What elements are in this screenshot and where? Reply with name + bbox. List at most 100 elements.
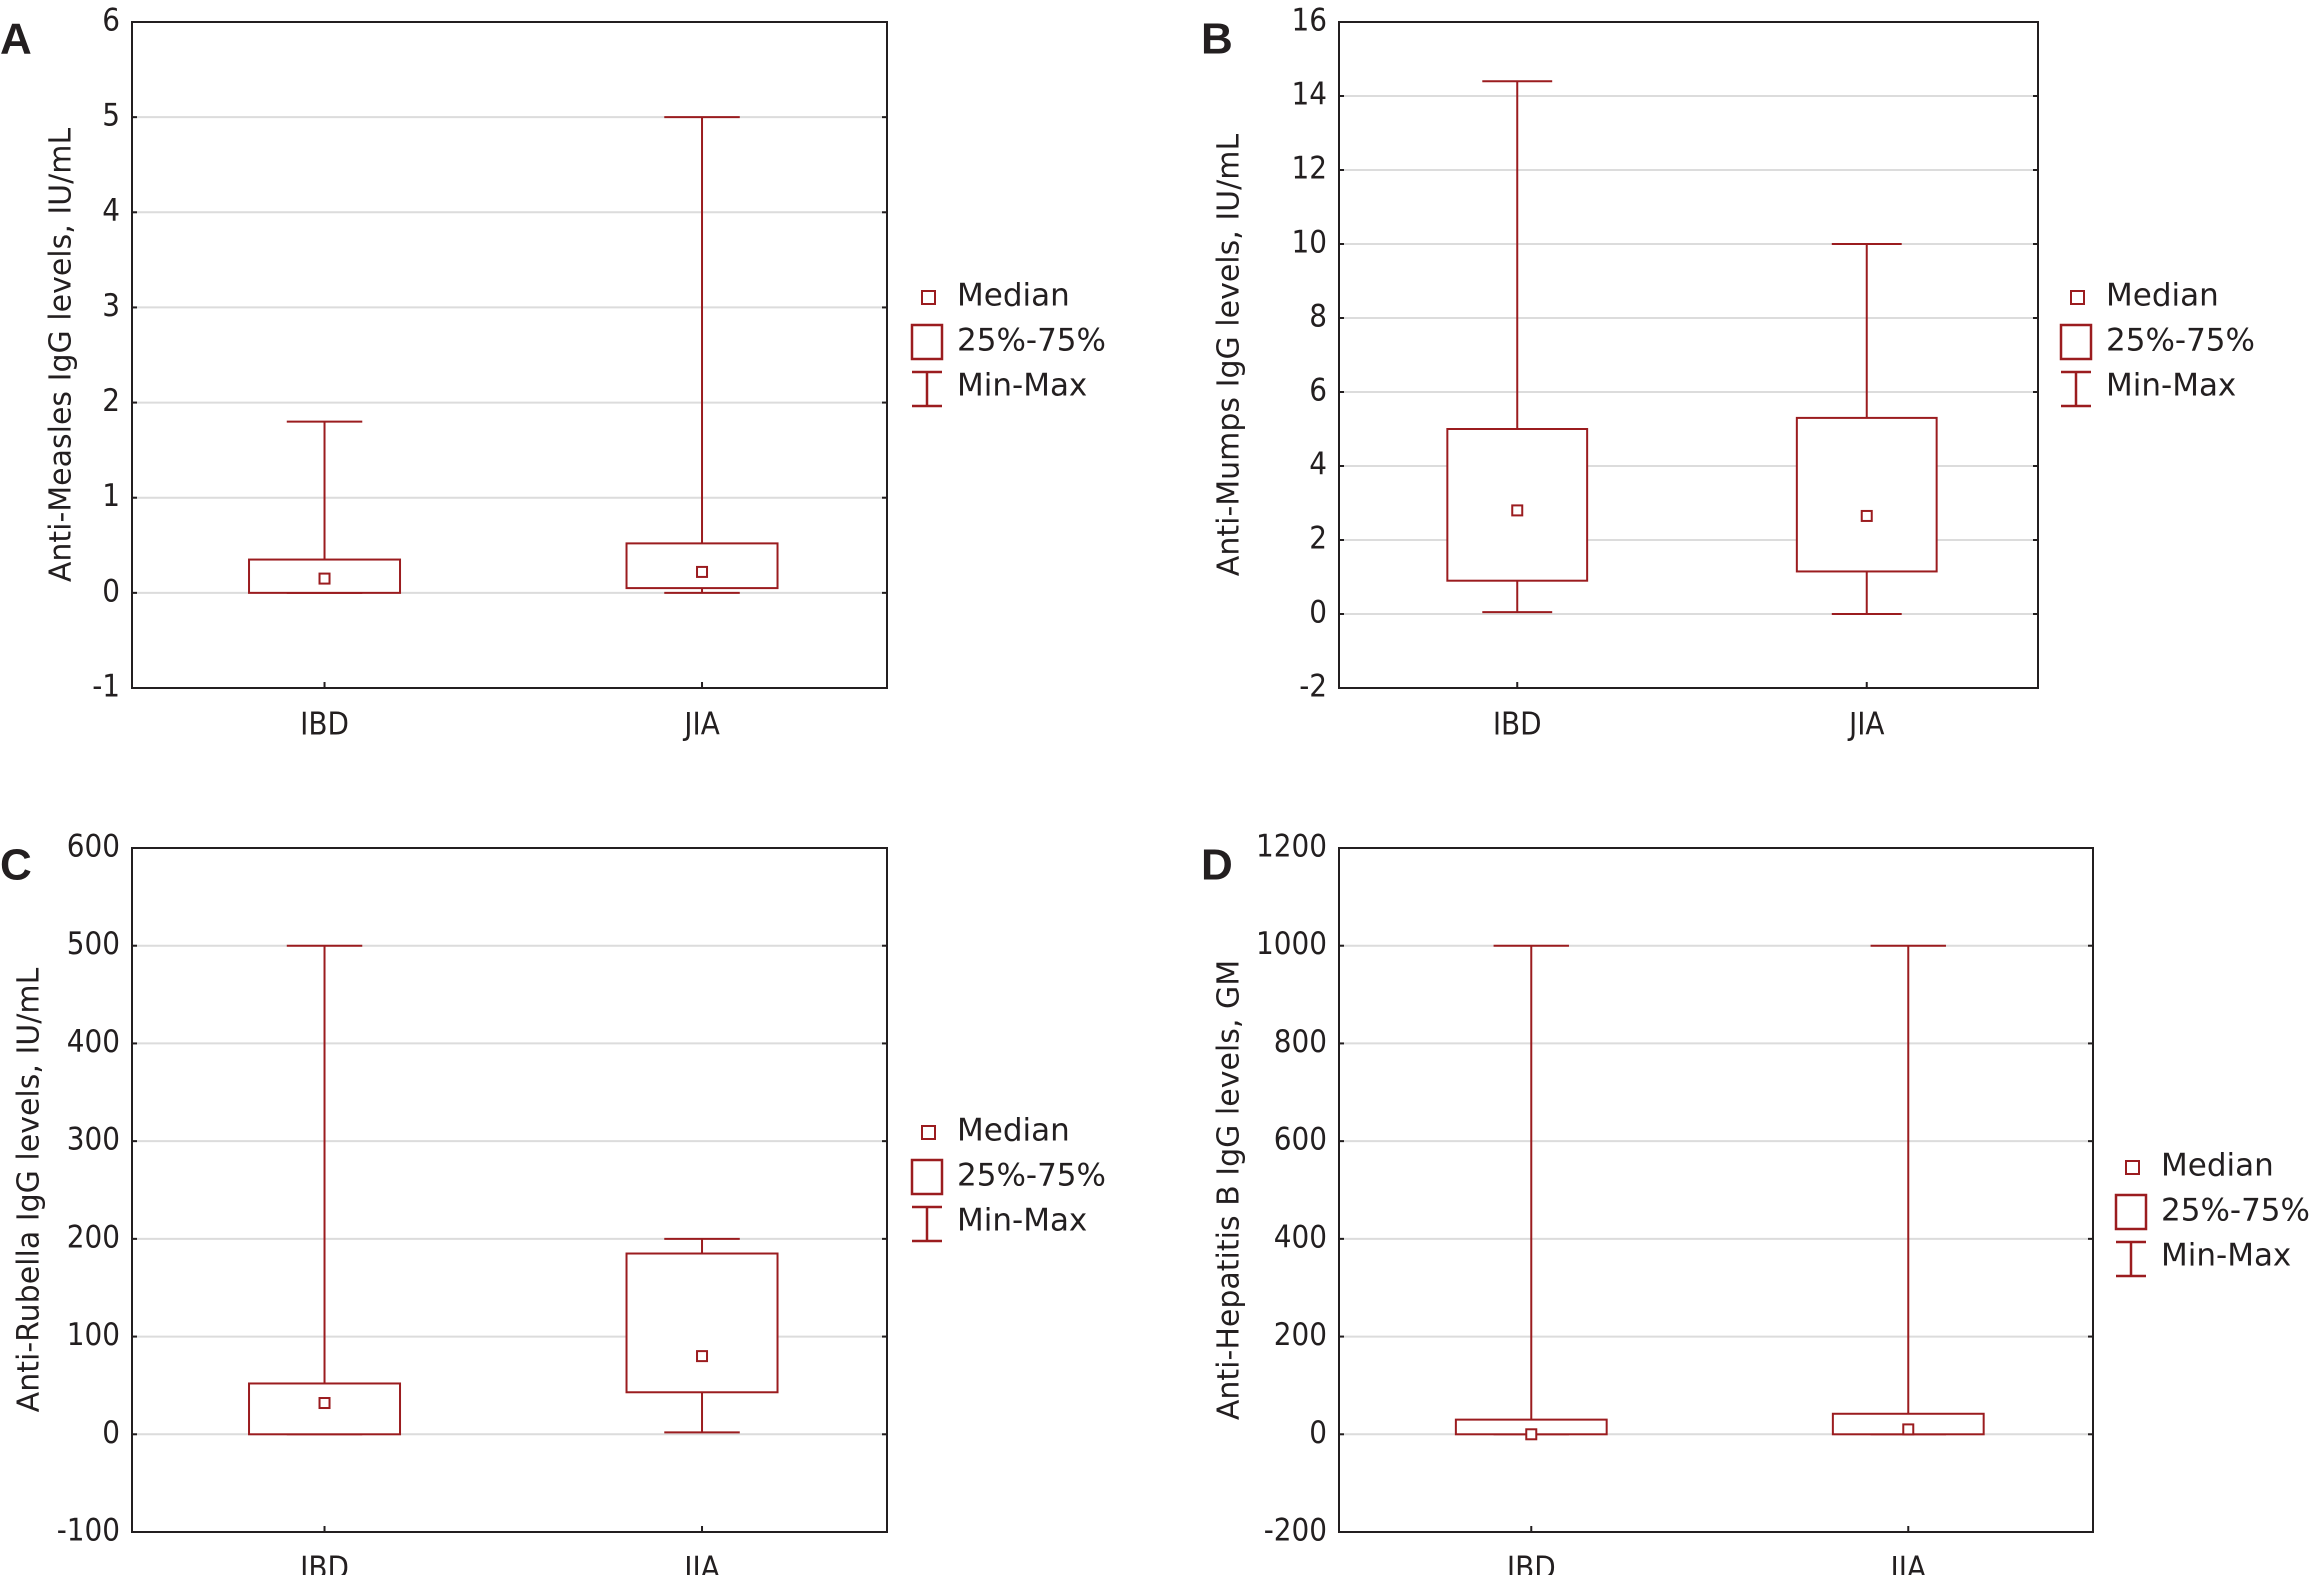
y-tick-label: 1 — [102, 478, 120, 514]
box-jia — [1831, 944, 1985, 1436]
legend-whisker-label: Min-Max — [2106, 368, 2236, 404]
plot-frame — [131, 21, 888, 689]
y-tick-label: 0 — [102, 1415, 120, 1451]
legend-whisker-label: Min-Max — [957, 368, 1087, 404]
y-axis-label: Anti-Rubella IgG levels, IU/mL — [12, 967, 47, 1412]
chart-panel-d: D -200 0 200 400 600 800 1000 1200 Anti-Hepatitis… — [1201, 829, 2310, 1575]
y-tick-label: 200 — [67, 1219, 120, 1255]
plot-frame — [131, 847, 888, 1533]
legend-median-label: Median — [957, 278, 1070, 314]
iqr-box — [625, 542, 779, 590]
legend: Median 25%-75% Min-Max — [2059, 278, 2255, 408]
y-tick-label: 1200 — [1256, 829, 1327, 865]
legend-median-label: Median — [957, 1113, 1070, 1149]
legend-whisker-label: Min-Max — [2161, 1238, 2291, 1274]
x-tick-label: IBD — [300, 1551, 349, 1575]
x-tick-label: JIA — [682, 1551, 720, 1575]
y-tick-label: 600 — [67, 829, 120, 865]
y-tick-label: 500 — [67, 926, 120, 962]
y-tick-label: 16 — [1292, 3, 1327, 39]
y-tick-label: 6 — [1309, 373, 1327, 409]
x-tick-label: JIA — [682, 707, 720, 743]
panel-letter: C — [0, 841, 32, 890]
legend-box-label: 25%-75% — [2106, 323, 2255, 359]
legend-median-icon — [921, 1125, 936, 1140]
y-tick-label: 5 — [102, 98, 120, 134]
iqr-box — [625, 1252, 779, 1394]
median-marker — [318, 572, 331, 585]
x-tick-label: IBD — [1493, 707, 1542, 743]
box-jia — [1795, 243, 1938, 615]
y-tick-label: 0 — [1309, 595, 1327, 631]
legend-median-icon — [2070, 290, 2085, 305]
x-tick-label: JIA — [1847, 707, 1885, 743]
median-marker — [1525, 1428, 1538, 1441]
legend-box-icon — [910, 323, 944, 361]
panel-letter: B — [1201, 15, 1233, 64]
y-tick-label: 100 — [67, 1317, 120, 1353]
box-ibd — [1454, 944, 1608, 1441]
legend-box-icon — [910, 1158, 944, 1196]
legend-box-label: 25%-75% — [957, 1158, 1106, 1194]
panel-letter: D — [1201, 841, 1233, 890]
legend-box-icon — [2114, 1193, 2148, 1231]
y-tick-label: 6 — [102, 3, 120, 39]
panel-letter: A — [0, 15, 32, 64]
y-tick-label: -1 — [92, 669, 120, 705]
y-tick-label: -200 — [1264, 1513, 1327, 1549]
box-ibd — [248, 420, 402, 594]
y-axis-label: Anti-Hepatitis B IgG levels, GM — [1212, 960, 1247, 1420]
legend-box-label: 25%-75% — [957, 323, 1106, 359]
chart-panel-b: B -2 0 2 4 6 8 10 12 14 16 Anti-Mumps IgG levels, I… — [1201, 3, 2255, 743]
median-marker — [318, 1397, 331, 1410]
y-tick-label: 0 — [1309, 1415, 1327, 1451]
x-tick-label: JIA — [1889, 1551, 1927, 1575]
y-tick-label: 10 — [1292, 225, 1327, 261]
y-tick-label: 2 — [102, 383, 120, 419]
y-tick-label: 14 — [1292, 77, 1327, 113]
chart-panel-c: C -100 0 100 200 300 400 500 600 Anti-Rubella IgG… — [0, 829, 1106, 1575]
legend-median-icon — [921, 290, 936, 305]
x-tick-label: IBD — [300, 707, 349, 743]
plot-frame — [1338, 847, 2094, 1533]
y-tick-label: 200 — [1274, 1317, 1327, 1353]
y-tick-label: 4 — [1309, 447, 1327, 483]
y-tick-label: 12 — [1292, 151, 1327, 187]
legend-box-label: 25%-75% — [2161, 1193, 2310, 1229]
y-axis-label: Anti-Mumps IgG levels, IU/mL — [1212, 134, 1247, 577]
y-tick-label: 3 — [102, 288, 120, 324]
box-jia — [625, 116, 779, 594]
iqr-box — [1795, 416, 1938, 573]
plot-frame — [1338, 21, 2039, 689]
legend-median-label: Median — [2106, 278, 2219, 314]
median-marker — [696, 1350, 709, 1363]
y-tick-label: 2 — [1309, 521, 1327, 557]
legend-median-label: Median — [2161, 1148, 2274, 1184]
y-tick-label: 600 — [1274, 1122, 1327, 1158]
median-marker — [1511, 504, 1524, 517]
legend-median-icon — [2125, 1160, 2140, 1175]
y-tick-label: -2 — [1299, 669, 1327, 705]
legend: Median 25%-75% Min-Max — [910, 278, 1106, 408]
y-tick-label: 1000 — [1256, 926, 1327, 962]
median-marker — [1902, 1423, 1915, 1436]
median-marker — [1860, 509, 1873, 522]
y-axis-label: Anti-Measles IgG levels, IU/mL — [44, 128, 79, 583]
y-tick-label: -100 — [57, 1513, 120, 1549]
legend: Median 25%-75% Min-Max — [2114, 1148, 2310, 1278]
median-marker — [696, 565, 709, 578]
legend: Median 25%-75% Min-Max — [910, 1113, 1106, 1243]
box-ibd — [1446, 80, 1589, 614]
box-jia — [625, 1237, 779, 1434]
legend-whisker-label: Min-Max — [957, 1203, 1087, 1239]
y-tick-label: 400 — [1274, 1219, 1327, 1255]
x-tick-label: IBD — [1507, 1551, 1556, 1575]
chart-panel-a: A -1 0 1 2 3 4 5 6 Anti-Measles IgG levels, IU/mL… — [0, 3, 1106, 743]
y-tick-label: 400 — [67, 1024, 120, 1060]
y-tick-label: 8 — [1309, 299, 1327, 335]
y-tick-label: 800 — [1274, 1024, 1327, 1060]
y-tick-label: 300 — [67, 1122, 120, 1158]
y-tick-label: 0 — [102, 573, 120, 609]
box-ibd — [248, 944, 402, 1436]
